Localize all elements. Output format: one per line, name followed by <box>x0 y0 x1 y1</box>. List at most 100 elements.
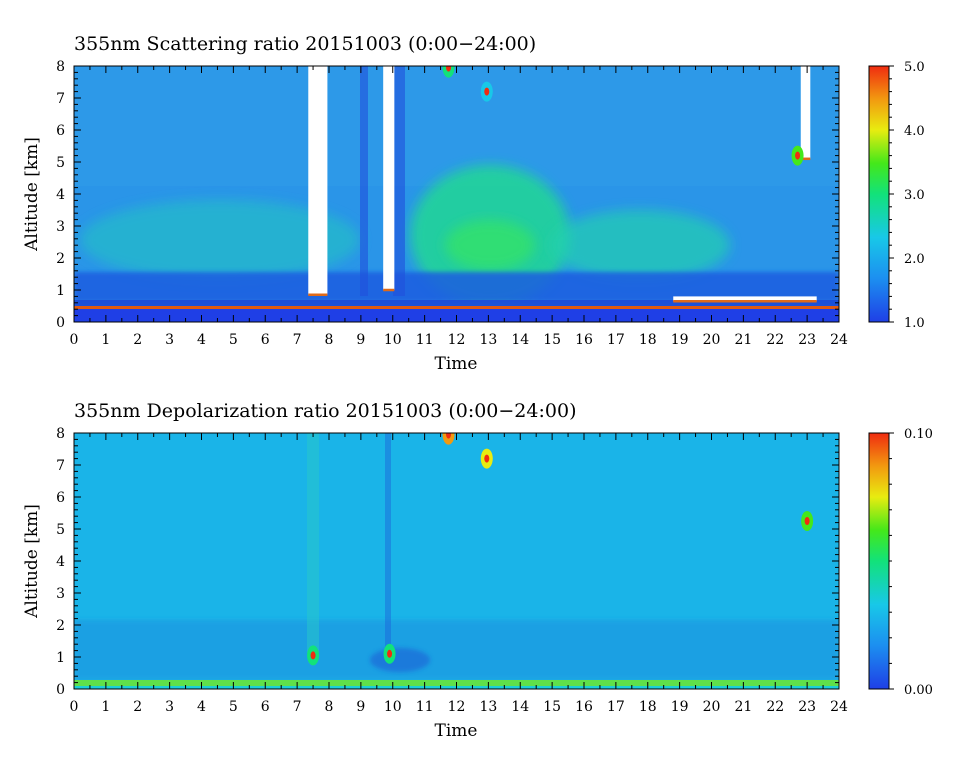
x-tick-label: 1 <box>101 332 110 348</box>
x-tick-label: 18 <box>639 699 657 715</box>
x-tick-label: 15 <box>543 699 561 715</box>
x-tick-label: 24 <box>830 699 848 715</box>
colorbar-scale <box>868 65 890 323</box>
x-tick-label: 20 <box>703 699 721 715</box>
y-tick-label: 0 <box>56 315 65 331</box>
colorbar: 0.00 0.10 <box>868 427 933 698</box>
x-tick-label: 17 <box>607 699 625 715</box>
y-tick-label: 3 <box>56 586 65 602</box>
x-tick-label: 2 <box>133 699 142 715</box>
x-tick-label: 7 <box>293 332 302 348</box>
x-tick-label: 9 <box>356 332 365 348</box>
x-tick-label: 17 <box>607 332 625 348</box>
high-value-spot <box>442 66 455 78</box>
colorbar-tick-label: 1.0 <box>904 316 925 331</box>
x-tick-label: 13 <box>479 332 497 348</box>
heatmap-field <box>74 433 839 689</box>
depol-features <box>307 433 814 666</box>
x-tick-label: 1 <box>101 699 110 715</box>
x-tick-label: 11 <box>416 332 434 348</box>
chart-title: 355nm Scattering ratio 20151003 (0:00−24… <box>74 33 536 55</box>
y-tick-label: 6 <box>56 123 65 139</box>
x-tick-label: 15 <box>543 332 561 348</box>
x-tick-label: 8 <box>325 332 334 348</box>
y-tick-label: 1 <box>56 650 65 666</box>
x-tick-label: 21 <box>734 332 752 348</box>
panel-scattering-ratio: 355nm Scattering ratio 20151003 (0:00−24… <box>22 33 925 374</box>
x-tick-label: 12 <box>448 699 466 715</box>
colorbar-tick-label: 5.0 <box>904 60 925 75</box>
cloud-mask <box>800 66 811 159</box>
y-tick-label: 1 <box>56 283 65 299</box>
heatmap-field <box>74 66 839 322</box>
x-tick-label: 10 <box>384 699 402 715</box>
x-tick-label: 23 <box>798 332 816 348</box>
x-tick-label: 19 <box>671 699 689 715</box>
cloud-mask <box>308 66 328 295</box>
x-tick-label: 16 <box>575 699 593 715</box>
x-tick-label: 5 <box>229 699 238 715</box>
y-tick-label: 0 <box>56 682 65 698</box>
x-tick-label: 5 <box>229 332 238 348</box>
colorbar-tick-label: 3.0 <box>904 188 925 203</box>
colorbar-tick-label: 2.0 <box>904 252 925 267</box>
y-axis-label: Altitude [km] <box>22 504 42 619</box>
cloud-features <box>308 66 817 303</box>
x-tick-label: 16 <box>575 332 593 348</box>
x-tick-label: 22 <box>766 332 784 348</box>
y-tick-label: 7 <box>56 91 65 107</box>
colorbar-tick-label: 0.10 <box>904 427 933 442</box>
x-tick-label: 22 <box>766 699 784 715</box>
x-tick-label: 2 <box>133 332 142 348</box>
x-tick-label: 13 <box>479 699 497 715</box>
colorbar-tick-label: 4.0 <box>904 124 925 139</box>
x-tick-label: 6 <box>261 699 270 715</box>
y-tick-label: 2 <box>56 618 65 634</box>
x-axis-label: Time <box>435 354 478 374</box>
colorbar-scale <box>868 432 890 690</box>
panel-depolarization-ratio: 355nm Depolarization ratio 20151003 (0:0… <box>22 400 933 741</box>
y-axis-label: Altitude [km] <box>22 137 42 252</box>
x-tick-label: 0 <box>70 332 79 348</box>
y-tick-label: 8 <box>56 59 65 75</box>
y-tick-label: 2 <box>56 251 65 267</box>
x-tick-label: 21 <box>734 699 752 715</box>
x-tick-label: 11 <box>416 699 434 715</box>
x-tick-label: 8 <box>325 699 334 715</box>
x-tick-label: 18 <box>639 332 657 348</box>
x-axis-label: Time <box>435 721 478 741</box>
x-tick-label: 12 <box>448 332 466 348</box>
x-tick-label: 10 <box>384 332 402 348</box>
y-tick-label: 7 <box>56 458 65 474</box>
x-tick-label: 14 <box>511 699 529 715</box>
axes: 0 1 2 3 4 5 6 7 8 9 10 11 12 13 14 15 16 17 18 19 20 21 22 23 24… <box>56 426 848 715</box>
colorbar: 1.0 2.0 3.0 4.0 5.0 <box>868 60 925 331</box>
colorbar-tick-label: 0.00 <box>904 683 933 698</box>
y-tick-label: 3 <box>56 219 65 235</box>
x-tick-label: 14 <box>511 332 529 348</box>
x-tick-label: 7 <box>293 699 302 715</box>
y-tick-label: 5 <box>56 522 65 538</box>
x-tick-label: 19 <box>671 332 689 348</box>
x-tick-label: 3 <box>165 332 174 348</box>
x-tick-label: 4 <box>197 332 206 348</box>
cloud-mask <box>383 66 395 290</box>
x-tick-label: 0 <box>70 699 79 715</box>
x-tick-label: 24 <box>830 332 848 348</box>
x-tick-label: 3 <box>165 699 174 715</box>
high-value-spot <box>442 433 455 445</box>
ground-line <box>74 306 839 309</box>
x-tick-label: 23 <box>798 699 816 715</box>
y-tick-label: 6 <box>56 490 65 506</box>
x-tick-label: 20 <box>703 332 721 348</box>
axes: 0 1 2 3 4 5 6 7 8 9 10 11 12 13 14 15 16 17 18 19 20 21 22 23 24… <box>56 59 848 348</box>
x-tick-label: 4 <box>197 699 206 715</box>
cloud-mask <box>673 296 817 302</box>
y-tick-label: 4 <box>56 187 65 203</box>
x-tick-label: 6 <box>261 332 270 348</box>
y-tick-label: 8 <box>56 426 65 442</box>
y-tick-label: 5 <box>56 155 65 171</box>
chart-title: 355nm Depolarization ratio 20151003 (0:0… <box>74 400 576 422</box>
x-tick-label: 9 <box>356 699 365 715</box>
